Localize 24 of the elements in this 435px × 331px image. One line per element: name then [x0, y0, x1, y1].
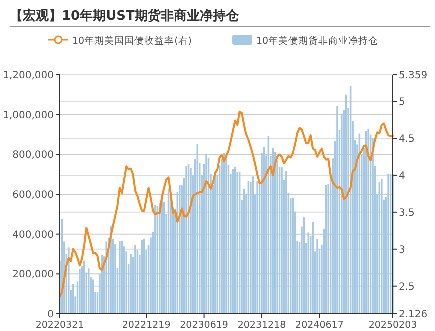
x-tick-label: 20231218	[238, 320, 286, 331]
y-tick-label: 200,000	[12, 270, 54, 281]
y2-tick-label: 2.126	[399, 310, 428, 320]
y2-tick-label: 3	[399, 244, 406, 256]
y-tick-label: 0	[48, 310, 54, 320]
x-tick-label: 20230619	[180, 320, 228, 331]
x-tick-label: 20220321	[36, 320, 84, 331]
y-tick-label: 600,000	[12, 190, 54, 201]
y2-tick-label: 3.5	[399, 208, 415, 219]
y-tick-label: 1,000,000	[3, 110, 54, 122]
y2-tick-label: 2.5	[399, 282, 415, 293]
y-tick-label: 400,000	[12, 230, 54, 241]
x-tick-label: 20240617	[296, 320, 344, 331]
legend-label: 10年美债期货非商业净持仓	[256, 35, 379, 47]
x-tick-label: 20250203	[368, 320, 418, 331]
chart-title: 【宏观】10年期UST期货非商业净持仓	[10, 8, 240, 24]
x-tick-label: 20221219	[122, 320, 171, 331]
y-tick-label: 800,000	[12, 150, 54, 162]
y2-tick-label: 4.5	[399, 134, 415, 145]
legend-label: 10年期美国国债收益率(右)	[72, 35, 192, 47]
y2-tick-label: 4	[399, 170, 406, 182]
y2-tick-label: 5	[399, 97, 406, 108]
y-tick-label: 1,200,000	[3, 70, 54, 82]
y2-tick-label: 5.359	[399, 70, 428, 82]
